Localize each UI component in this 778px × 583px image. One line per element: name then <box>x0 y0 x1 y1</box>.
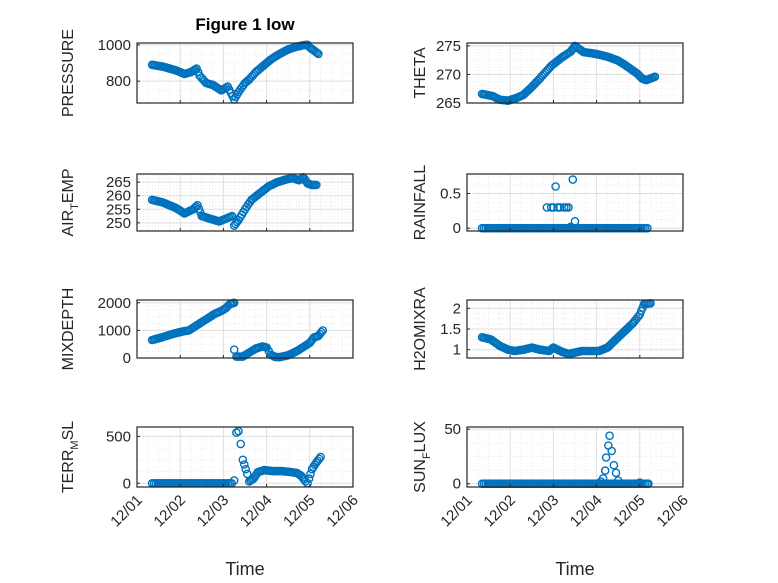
data-point <box>234 426 243 436</box>
data-point <box>643 223 652 233</box>
data-point <box>312 48 322 58</box>
y-tick-label: 270 <box>436 66 461 83</box>
data-point <box>611 468 621 478</box>
data-point <box>650 72 660 81</box>
y-tick-label: 255 <box>106 201 131 218</box>
y-tick-label: 250 <box>106 215 131 232</box>
data-point <box>304 474 314 483</box>
y-axis-label: RAINFALL <box>412 165 429 241</box>
y-tick-label: 50 <box>444 421 461 438</box>
x-tick-label: 12/04 <box>237 492 276 531</box>
y-axis-label: AIRTEMP <box>60 168 81 236</box>
x-tick-label: 12/05 <box>280 492 319 531</box>
axes-box <box>136 299 354 359</box>
axes-box <box>136 426 354 488</box>
data-point <box>601 453 611 462</box>
subplot-pressure: 800 1000 PRESSURE <box>60 29 354 117</box>
data-point <box>227 211 237 221</box>
y-tick-label: 0 <box>123 350 131 367</box>
data-point <box>316 452 325 462</box>
x-tick-label: 12/02 <box>150 492 189 531</box>
subplot-terr_msl: 0 500 12/01 12/02 12/03 12/04 12/05 12/06 Time TE… <box>60 421 362 579</box>
y-tick-label: 1000 <box>98 322 131 339</box>
x-tick-label: 12/02 <box>480 492 519 531</box>
data-point <box>609 460 619 470</box>
subplot-sun_flux: 0 50 12/01 12/02 12/03 12/04 12/05 12/06 Time SUN… <box>412 421 692 579</box>
y-tick-label: 0.5 <box>440 185 461 202</box>
axes-box <box>466 173 684 232</box>
data-point <box>242 469 252 479</box>
data-point <box>566 222 576 232</box>
x-tick-label: 12/04 <box>567 492 606 531</box>
axes-box <box>466 426 684 488</box>
y-tick-label: 2000 <box>98 295 131 312</box>
y-tick-label: 0 <box>453 220 461 237</box>
y-tick-label: 1.5 <box>440 321 461 338</box>
data-point <box>314 454 324 464</box>
x-tick-label: 12/05 <box>610 492 649 531</box>
data-point <box>229 345 239 355</box>
x-tick-label: 12/03 <box>524 492 563 531</box>
axes-box <box>136 42 354 104</box>
y-tick-label: 0 <box>123 475 131 492</box>
x-tick-label: 12/01 <box>437 492 476 531</box>
subplot-h2omixra: 1 1.5 2 H2OMIXRA <box>412 287 684 371</box>
data-point <box>229 298 239 308</box>
y-axis-label: SUNFLUX <box>412 421 433 493</box>
y-axis-label: H2OMIXRA <box>412 287 429 371</box>
data-point <box>241 464 250 474</box>
y-tick-label: 265 <box>106 174 131 191</box>
subplot-mixdepth: 0 1000 2000 MIXDEPTH <box>60 288 354 371</box>
data-point <box>555 203 565 212</box>
x-tick-label: 12/03 <box>194 492 233 531</box>
x-axis-label: Time <box>225 559 264 579</box>
data-point <box>568 175 578 184</box>
data-point <box>613 476 623 485</box>
data-point <box>318 326 328 335</box>
x-axis-label: Time <box>555 559 594 579</box>
data-point <box>314 49 323 59</box>
subplot-theta: 265 270 275 THETA <box>412 38 684 112</box>
data-point <box>306 469 315 479</box>
y-axis-label: TERRMSL <box>60 421 81 493</box>
data-point <box>311 180 321 190</box>
y-tick-label: 260 <box>106 188 131 205</box>
data-point <box>549 203 558 212</box>
data-point <box>551 182 560 191</box>
data-point <box>316 327 326 337</box>
y-tick-label: 2 <box>453 300 461 317</box>
data-point <box>542 203 552 212</box>
y-tick-label: 0 <box>453 476 461 493</box>
axes-box <box>466 42 684 104</box>
y-tick-label: 800 <box>106 73 131 90</box>
data-point <box>605 431 614 441</box>
data-point <box>236 439 245 449</box>
y-tick-label: 275 <box>436 38 461 55</box>
subplot-rainfall: 0 0.5 RAINFALL <box>412 165 684 241</box>
y-axis-label: THETA <box>412 47 429 99</box>
y-tick-label: 1000 <box>98 37 131 54</box>
data-point <box>526 84 535 93</box>
y-tick-label: 265 <box>436 95 461 112</box>
y-axis-label: MIXDEPTH <box>60 288 77 371</box>
x-tick-label: 12/06 <box>323 492 362 531</box>
y-tick-label: 1 <box>453 342 461 359</box>
data-point <box>598 473 608 483</box>
data-point <box>607 446 617 456</box>
data-point <box>239 460 249 469</box>
data-point <box>238 455 248 465</box>
axes-box <box>136 173 354 232</box>
data-point <box>600 466 610 475</box>
y-axis-label: PRESSURE <box>60 29 77 117</box>
data-point <box>232 428 241 437</box>
data-point <box>564 203 573 212</box>
figure-title: Figure 1 low <box>195 15 295 34</box>
x-tick-label: 12/01 <box>107 492 146 531</box>
x-tick-label: 12/06 <box>653 492 692 531</box>
y-tick-label: 500 <box>106 428 131 445</box>
data-point <box>570 216 580 226</box>
